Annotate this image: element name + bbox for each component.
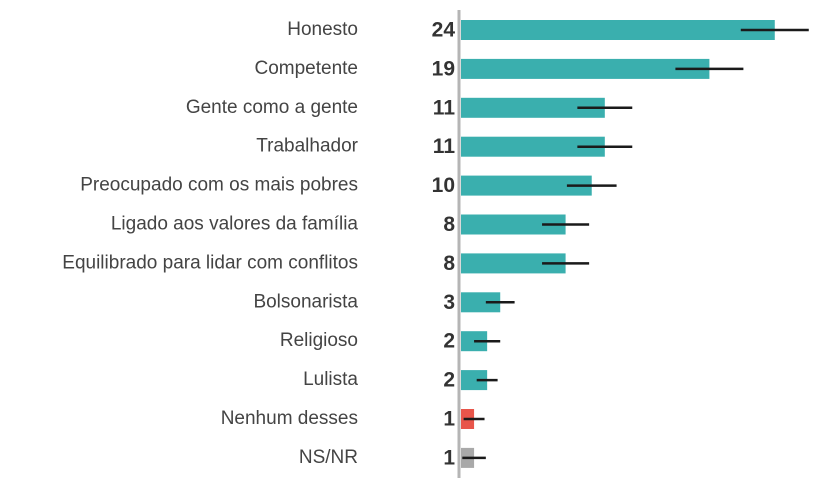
value-label: 2 — [443, 369, 455, 392]
value-label: 11 — [433, 96, 456, 119]
bar — [461, 370, 488, 391]
category-label: Nenhum desses — [221, 408, 358, 429]
bar — [461, 20, 775, 40]
category-label: Ligado aos valores da família — [111, 214, 359, 235]
value-label: 1 — [443, 408, 455, 431]
value-label: 10 — [432, 174, 455, 197]
value-label: 2 — [443, 330, 455, 353]
bar — [461, 253, 566, 274]
value-label: 1 — [443, 446, 455, 469]
category-label: Bolsonarista — [253, 291, 358, 312]
category-label: Gente como a gente — [186, 97, 358, 118]
category-label: Equilibrado para lidar com conflitos — [62, 252, 358, 273]
value-label: 8 — [443, 252, 455, 275]
value-label: 24 — [432, 19, 456, 42]
bar — [461, 175, 592, 196]
bar — [461, 58, 710, 79]
value-label: 8 — [443, 213, 455, 236]
category-label: Lulista — [303, 369, 358, 390]
category-label: Religioso — [280, 330, 358, 351]
category-label: Trabalhador — [256, 136, 358, 157]
bar — [461, 97, 605, 118]
value-label: 11 — [433, 135, 456, 158]
value-label: 3 — [443, 291, 455, 314]
category-label: Honesto — [287, 19, 358, 40]
bar — [461, 292, 501, 313]
category-label: Preocupado com os mais pobres — [80, 175, 358, 196]
category-label: NS/NR — [299, 447, 358, 468]
value-label: 19 — [432, 57, 455, 80]
bar — [461, 214, 566, 235]
category-label: Competente — [254, 58, 358, 79]
bar — [461, 136, 605, 157]
